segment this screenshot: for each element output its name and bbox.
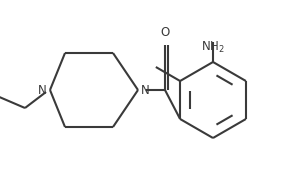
Text: N: N <box>141 83 150 96</box>
Text: N: N <box>38 83 47 96</box>
Text: O: O <box>160 26 170 39</box>
Text: NH$_2$: NH$_2$ <box>201 40 225 55</box>
